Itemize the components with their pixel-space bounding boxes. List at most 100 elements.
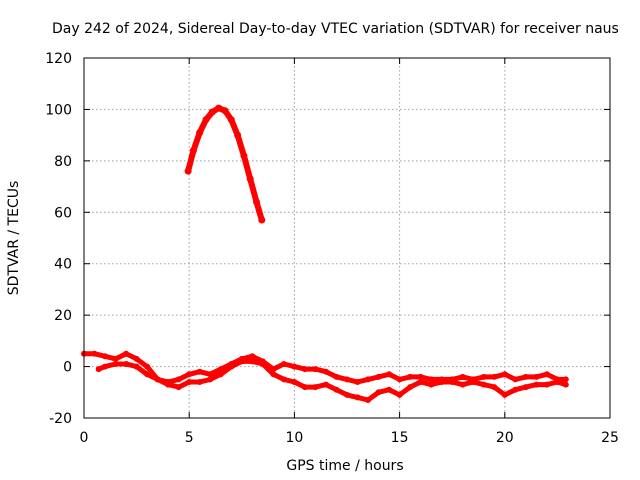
- data-point: [512, 386, 519, 393]
- data-point: [354, 394, 361, 401]
- y-tick-label: 120: [45, 51, 72, 67]
- data-point: [228, 363, 235, 370]
- data-point: [249, 353, 256, 360]
- x-tick-label: 5: [185, 430, 194, 446]
- data-point: [175, 384, 182, 391]
- data-point: [501, 371, 508, 378]
- data-point: [438, 379, 445, 385]
- data-point: [459, 381, 466, 388]
- plot-frame: [83, 57, 611, 419]
- y-tick-label: -20: [49, 411, 72, 427]
- data-point: [417, 379, 424, 385]
- data-point: [533, 381, 540, 388]
- y-tick-label: 40: [54, 257, 72, 273]
- data-point: [221, 107, 229, 115]
- data-point: [543, 381, 550, 388]
- series-line-satellite-arc-high: [185, 105, 265, 223]
- y-tick-label: 60: [54, 205, 72, 221]
- x-tick-label: 10: [285, 430, 303, 446]
- data-point: [428, 376, 435, 383]
- data-point: [112, 355, 119, 362]
- chart-title: Day 242 of 2024, Sidereal Day-to-day VTE…: [52, 21, 619, 37]
- data-point: [522, 373, 529, 380]
- data-point: [407, 373, 414, 380]
- data-point: [501, 391, 508, 398]
- data-point: [562, 376, 569, 383]
- data-point: [208, 108, 216, 116]
- data-point: [123, 350, 130, 357]
- data-point: [480, 381, 487, 388]
- data-point: [344, 376, 350, 383]
- x-tick-label: 25: [601, 430, 619, 446]
- data-point: [344, 391, 350, 398]
- data-point: [270, 371, 277, 378]
- data-point: [333, 386, 340, 393]
- data-point: [196, 379, 203, 385]
- x-tick-label: 0: [80, 430, 89, 446]
- data-point: [133, 355, 140, 362]
- data-point: [112, 361, 119, 367]
- data-point: [184, 167, 192, 175]
- y-tick-label: 100: [45, 102, 72, 118]
- data-point: [491, 384, 498, 391]
- series-line-low-band-lower: [96, 358, 569, 403]
- data-point: [312, 366, 319, 373]
- data-point: [396, 376, 403, 383]
- data-point: [207, 371, 214, 378]
- data-point: [165, 381, 172, 388]
- data-point: [186, 379, 193, 385]
- data-point: [375, 389, 382, 396]
- x-tick-label: 20: [496, 430, 514, 446]
- data-point: [396, 391, 403, 398]
- data-point: [407, 384, 414, 391]
- data-point: [417, 373, 424, 380]
- data-point: [217, 371, 224, 378]
- x-tick-label: 15: [391, 430, 409, 446]
- data-point: [365, 397, 371, 403]
- data-point: [227, 116, 235, 124]
- x-axis-label: GPS time / hours: [286, 458, 403, 474]
- data-point: [428, 381, 435, 388]
- data-point: [258, 216, 266, 224]
- data-point: [491, 373, 498, 380]
- data-point: [259, 361, 266, 367]
- data-point: [102, 353, 108, 360]
- data-point: [186, 371, 193, 378]
- data-point: [386, 386, 393, 393]
- axis-ticks: 0 5 10 15 20 25 -20 0 20 40 60 80 100 120: [45, 51, 619, 446]
- data-point: [95, 366, 102, 373]
- data-point: [154, 376, 161, 383]
- data-point: [91, 350, 98, 357]
- data-point: [246, 175, 254, 183]
- data-point: [196, 368, 203, 375]
- data-point: [202, 116, 210, 124]
- data-point: [301, 384, 308, 391]
- data-point: [238, 358, 245, 365]
- data-point: [144, 371, 151, 378]
- data-point: [196, 129, 204, 137]
- data-series: [81, 104, 569, 403]
- data-point: [234, 131, 242, 139]
- y-tick-label: 20: [54, 308, 72, 324]
- y-axis-label: SDTVAR / TECUs: [6, 181, 22, 296]
- data-point: [312, 384, 319, 391]
- data-point: [133, 363, 140, 370]
- data-point: [354, 379, 361, 385]
- data-point: [522, 384, 529, 391]
- data-point: [123, 361, 130, 367]
- data-point: [512, 376, 519, 383]
- data-point: [102, 363, 108, 370]
- y-tick-label: 80: [54, 154, 72, 170]
- data-point: [175, 376, 182, 383]
- data-point: [207, 376, 214, 383]
- data-point: [301, 366, 308, 373]
- data-point: [333, 373, 340, 380]
- y-tick-label: 0: [63, 360, 72, 376]
- data-point: [249, 358, 256, 365]
- data-point: [291, 363, 298, 370]
- data-point: [280, 376, 287, 383]
- data-point: [533, 373, 540, 380]
- data-point: [459, 373, 466, 380]
- data-point: [480, 373, 487, 380]
